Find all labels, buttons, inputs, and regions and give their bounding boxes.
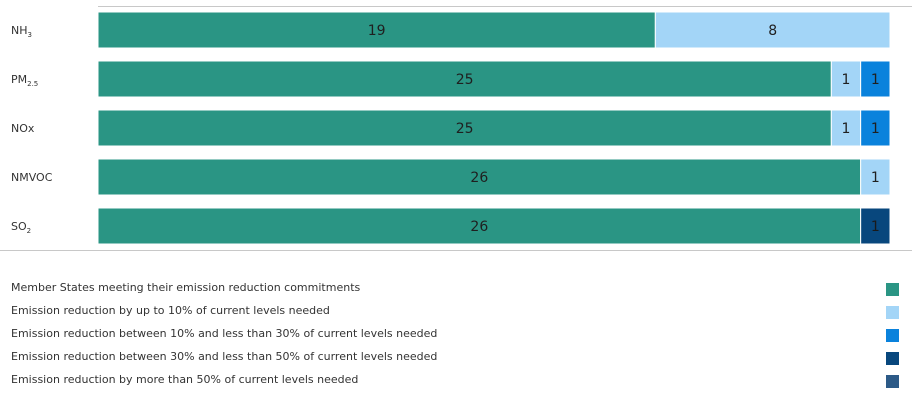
bar-value-label: 1	[871, 219, 880, 235]
bar-segment	[97, 11, 656, 49]
legend-item: Emission reduction between 30% and less …	[0, 347, 914, 370]
legend-swatch	[886, 329, 899, 342]
legend-item: Emission reduction by up to 10% of curre…	[0, 301, 914, 324]
category-label: NMVOC	[11, 171, 53, 184]
category-label: PM2.5	[11, 73, 38, 88]
legend-swatch	[886, 375, 899, 388]
bar-value-label: 1	[842, 72, 851, 88]
category-label: SO2	[11, 220, 31, 235]
category-label: NOx	[11, 122, 35, 135]
legend-swatch	[886, 352, 899, 365]
bar-value-label: 26	[470, 170, 488, 186]
bar-value-label: 26	[470, 219, 488, 235]
legend-label: Member States meeting their emission red…	[11, 281, 361, 294]
bar-segment	[97, 158, 862, 196]
bar-segment	[97, 109, 832, 147]
category-label: NH3	[11, 24, 32, 39]
bar-segment	[830, 60, 862, 98]
legend-swatch	[886, 283, 899, 296]
legend-label: Emission reduction between 30% and less …	[11, 350, 438, 363]
bar-value-label: 1	[871, 72, 880, 88]
bar-segment	[860, 207, 891, 245]
bar-value-label: 19	[368, 23, 386, 39]
legend-item: Emission reduction by more than 50% of c…	[0, 370, 914, 393]
bar-segment	[830, 109, 862, 147]
bar-value-label: 8	[768, 23, 777, 39]
legend-label: Emission reduction by up to 10% of curre…	[11, 304, 330, 317]
bar-segment	[860, 60, 891, 98]
legend-swatch	[886, 306, 899, 319]
legend-item: Member States meeting their emission red…	[0, 278, 914, 301]
bar-segment	[97, 60, 832, 98]
legend-label: Emission reduction between 10% and less …	[11, 327, 438, 340]
bar-segment	[654, 11, 891, 49]
legend-item: Emission reduction between 10% and less …	[0, 324, 914, 347]
bar-segment	[97, 207, 862, 245]
bar-value-label: 25	[456, 72, 474, 88]
bar-value-label: 1	[871, 170, 880, 186]
bar-value-label: 1	[842, 121, 851, 137]
bar-segment	[860, 158, 891, 196]
bar-value-label: 1	[871, 121, 880, 137]
stacked-bar-chart: NH3 19 8 PM2.5 25 1 1 NOx 25 1 1 NMVOC 26 1 SO2 26 1	[0, 6, 912, 251]
bar-segment	[860, 109, 891, 147]
bar-value-label: 25	[456, 121, 474, 137]
legend-label: Emission reduction by more than 50% of c…	[11, 373, 359, 386]
chart-legend: Member States meeting their emission red…	[0, 278, 914, 393]
